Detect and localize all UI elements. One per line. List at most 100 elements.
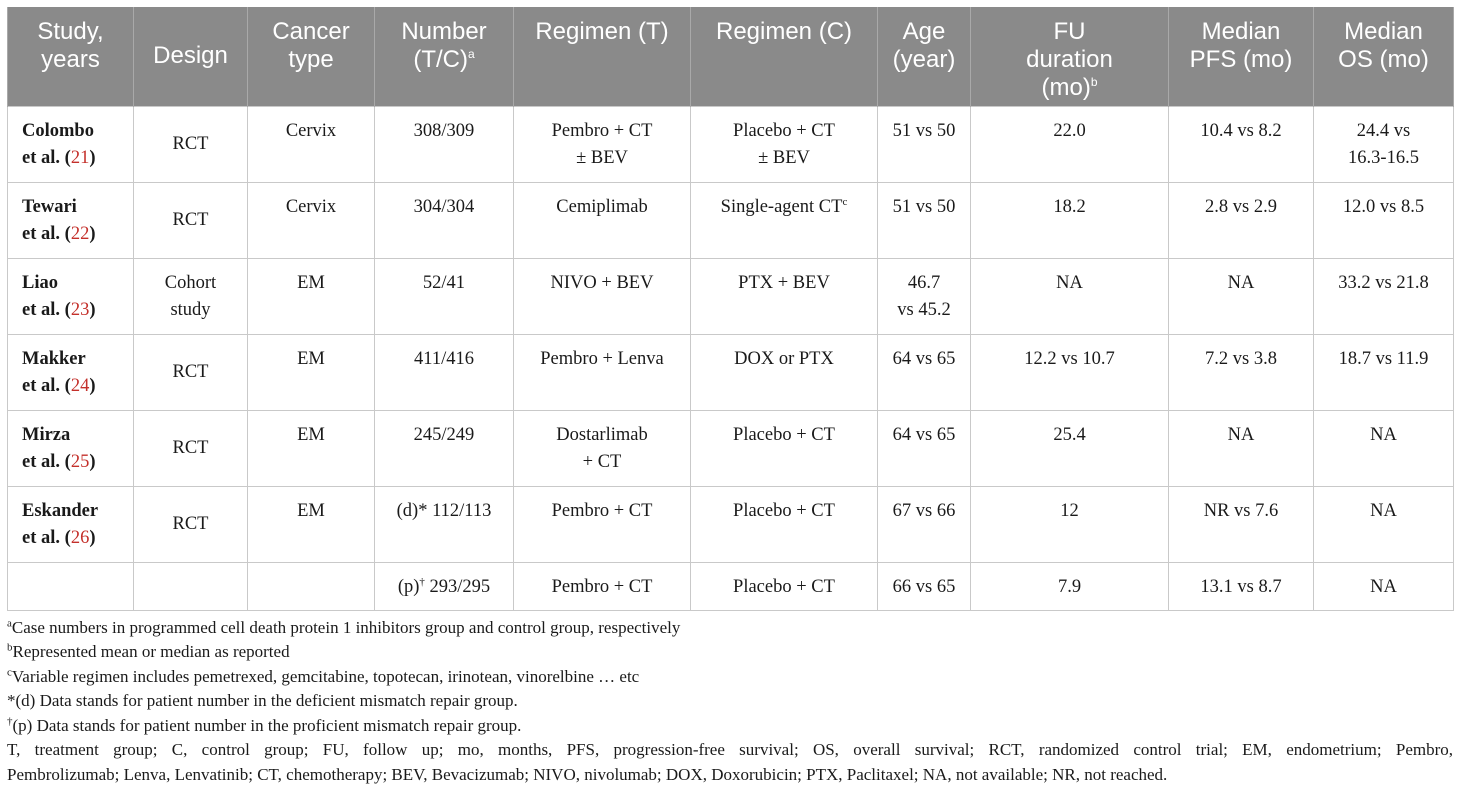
header-age: Age (year) xyxy=(877,7,971,106)
cell-cancer-type: EM xyxy=(247,257,375,335)
cell-median-os: NA xyxy=(1313,409,1454,487)
cell-regimen-c: Placebo + CT xyxy=(690,409,878,487)
cell-regimen-t: Cemiplimab xyxy=(513,181,691,259)
citation-link[interactable]: 22 xyxy=(70,223,90,244)
footnote: aCase numbers in programmed cell death p… xyxy=(7,616,681,637)
cell-regimen-c: Placebo + CT xyxy=(690,561,878,611)
cell-study: Eskander et al. (26) xyxy=(7,485,134,563)
cell-regimen-t: Pembro + CT xyxy=(513,561,691,611)
cell-age: 66 vs 65 xyxy=(877,561,971,611)
cell-cancer-type: Cervix xyxy=(247,105,375,183)
table-row: Makker et al. (24) RCT EM 411/416 Pembro + Le… xyxy=(7,333,1454,411)
footnote: bRepresented mean or median as reported xyxy=(7,641,290,661)
cell-cancer-type: Cervix xyxy=(247,181,375,259)
cell-fu-duration: 7.9 xyxy=(970,561,1169,611)
cell-design: Cohort study xyxy=(133,257,248,335)
cell-number: 411/416 xyxy=(374,333,514,411)
footnote: †(p) Data stands for patient number in t… xyxy=(7,714,522,735)
cell-median-os: 18.7 vs 11.9 xyxy=(1313,333,1454,411)
abbreviations-line: T, treatment group; C, control group; FU… xyxy=(7,740,1453,759)
cell-regimen-t: NIVO + BEV xyxy=(513,257,691,335)
cell-regimen-c: Single-agent CTc xyxy=(690,181,878,259)
cell-cancer-type: EM xyxy=(247,409,375,487)
studies-table: Study, years Design Cancer type Number (T/C… xyxy=(7,7,1454,611)
citation-link[interactable]: 21 xyxy=(70,147,90,168)
header-number: Number (T/C)a xyxy=(374,7,514,106)
cell-number: (d)* 112/113 xyxy=(374,485,514,563)
cell-fu-duration: 18.2 xyxy=(970,181,1169,259)
cell-fu-duration: 22.0 xyxy=(970,105,1169,183)
cell-median-pfs: NA xyxy=(1168,257,1314,335)
cell-study: Makker et al. (24) xyxy=(7,333,134,411)
cell-design: RCT xyxy=(133,105,248,183)
footnote: cVariable regimen includes pemetrexed, g… xyxy=(7,665,640,686)
header-fu-duration: FU duration (mo)b xyxy=(970,7,1169,106)
cell-age: 67 vs 66 xyxy=(877,485,971,563)
cell-regimen-c: Placebo + CT xyxy=(690,485,878,563)
citation-link[interactable]: 26 xyxy=(70,527,90,548)
cell-number: 245/249 xyxy=(374,409,514,487)
cell-median-pfs: 13.1 vs 8.7 xyxy=(1168,561,1314,611)
cell-median-os: 12.0 vs 8.5 xyxy=(1313,181,1454,259)
header-regimen-c: Regimen (C) xyxy=(690,7,878,106)
header-row: Study, years Design Cancer type Number (T/C… xyxy=(7,7,1454,106)
cell-age: 51 vs 50 xyxy=(877,105,971,183)
cell-study: Colombo et al. (21) xyxy=(7,105,134,183)
cell-median-pfs: 10.4 vs 8.2 xyxy=(1168,105,1314,183)
cell-cancer-type xyxy=(247,561,375,611)
cell-fu-duration: NA xyxy=(970,257,1169,335)
document: Study, years Design Cancer type Number (T/C… xyxy=(7,7,1454,788)
footnote: *(d) Data stands for patient number in t… xyxy=(7,691,518,710)
cell-age: 51 vs 50 xyxy=(877,181,971,259)
cell-regimen-t: Pembro + CT ± BEV xyxy=(513,105,691,183)
cell-regimen-c: PTX + BEV xyxy=(690,257,878,335)
cell-age: 46.7 vs 45.2 xyxy=(877,257,971,335)
header-median-pfs: Median PFS (mo) xyxy=(1168,7,1314,106)
cell-fu-duration: 12 xyxy=(970,485,1169,563)
cell-median-pfs: 7.2 vs 3.8 xyxy=(1168,333,1314,411)
cell-regimen-c: DOX or PTX xyxy=(690,333,878,411)
cell-median-pfs: NR vs 7.6 xyxy=(1168,485,1314,563)
cell-study xyxy=(7,561,134,611)
cell-fu-duration: 12.2 vs 10.7 xyxy=(970,333,1169,411)
cell-design: RCT xyxy=(133,333,248,411)
cell-design: RCT xyxy=(133,181,248,259)
cell-regimen-t: Dostarlimab + CT xyxy=(513,409,691,487)
cell-median-pfs: 2.8 vs 2.9 xyxy=(1168,181,1314,259)
table-row: Eskander et al. (26) RCT EM (d)* 112/113 Pemb… xyxy=(7,485,1454,563)
cell-study: Mirza et al. (25) xyxy=(7,409,134,487)
cell-number: 308/309 xyxy=(374,105,514,183)
cell-number: (p)† 293/295 xyxy=(374,561,514,611)
cell-regimen-t: Pembro + Lenva xyxy=(513,333,691,411)
cell-fu-duration: 25.4 xyxy=(970,409,1169,487)
cell-age: 64 vs 65 xyxy=(877,333,971,411)
cell-design xyxy=(133,561,248,611)
header-cancer-type: Cancer type xyxy=(247,7,375,106)
citation-link[interactable]: 23 xyxy=(70,299,90,320)
table-row: Tewari et al. (22) RCT Cervix 304/304 Cemipli… xyxy=(7,181,1454,259)
table-row: (p)† 293/295 Pembro + CT Placebo + CT 66 vs… xyxy=(7,561,1454,611)
cell-regimen-c: Placebo + CT ± BEV xyxy=(690,105,878,183)
header-study: Study, years xyxy=(7,7,134,106)
citation-link[interactable]: 25 xyxy=(70,451,90,472)
cell-median-os: NA xyxy=(1313,485,1454,563)
cell-median-os: NA xyxy=(1313,561,1454,611)
cell-design: RCT xyxy=(133,409,248,487)
cell-median-pfs: NA xyxy=(1168,409,1314,487)
table-body: Colombo et al. (21) RCT Cervix 308/309 Pembro… xyxy=(7,105,1454,611)
cell-cancer-type: EM xyxy=(247,333,375,411)
cell-cancer-type: EM xyxy=(247,485,375,563)
cell-study: Tewari et al. (22) xyxy=(7,181,134,259)
header-median-os: Median OS (mo) xyxy=(1313,7,1454,106)
cell-median-os: 33.2 vs 21.8 xyxy=(1313,257,1454,335)
cell-regimen-t: Pembro + CT xyxy=(513,485,691,563)
cell-number: 304/304 xyxy=(374,181,514,259)
table-row: Liao et al. (23) Cohort study EM 52/41 NIVO +… xyxy=(7,257,1454,335)
cell-median-os: 24.4 vs 16.3-16.5 xyxy=(1313,105,1454,183)
table-row: Mirza et al. (25) RCT EM 245/249 Dostarlimab +… xyxy=(7,409,1454,487)
table-row: Colombo et al. (21) RCT Cervix 308/309 Pembro… xyxy=(7,105,1454,183)
table-footnotes: aCase numbers in programmed cell death p… xyxy=(7,616,1453,788)
citation-link[interactable]: 24 xyxy=(70,375,90,396)
abbreviations-line: Pembrolizumab; Lenva, Lenvatinib; CT, ch… xyxy=(7,764,1168,784)
cell-design: RCT xyxy=(133,485,248,563)
